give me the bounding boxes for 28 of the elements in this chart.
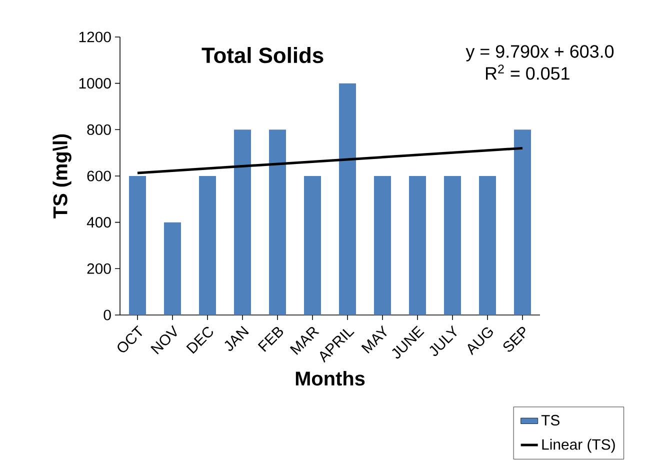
chart-title: Total Solids [202,47,324,64]
bar [374,176,392,315]
bar [164,222,182,315]
legend-label: TS [541,414,560,426]
y-axis-title: TS (mg\l) [52,134,72,218]
legend-label: Linear (TS) [542,438,615,453]
bar [129,176,146,315]
bar [514,130,532,315]
bar [234,130,252,315]
y-tick-label: 200 [87,263,111,274]
bar [304,176,322,315]
bar [409,176,426,315]
bar [444,176,462,315]
bar [479,176,496,315]
y-tick-label: 600 [87,170,111,182]
bar [199,176,216,315]
y-tick-label: 0 [104,310,111,320]
bar [269,130,286,315]
y-tick-label: 1200 [79,32,111,42]
x-axis-title: Months [296,370,365,386]
y-tick-label: 800 [87,124,111,135]
annotation: y = 9.790x + 603.0 [466,45,614,62]
y-tick-label: 400 [86,217,111,228]
annotation: R$^{2}$ = 0.051 [486,64,570,80]
x-tick-label: FEB [258,327,283,352]
bar [339,83,356,315]
y-tick-label: 1000 [79,78,111,89]
x-tick-label: JAN [224,326,249,351]
